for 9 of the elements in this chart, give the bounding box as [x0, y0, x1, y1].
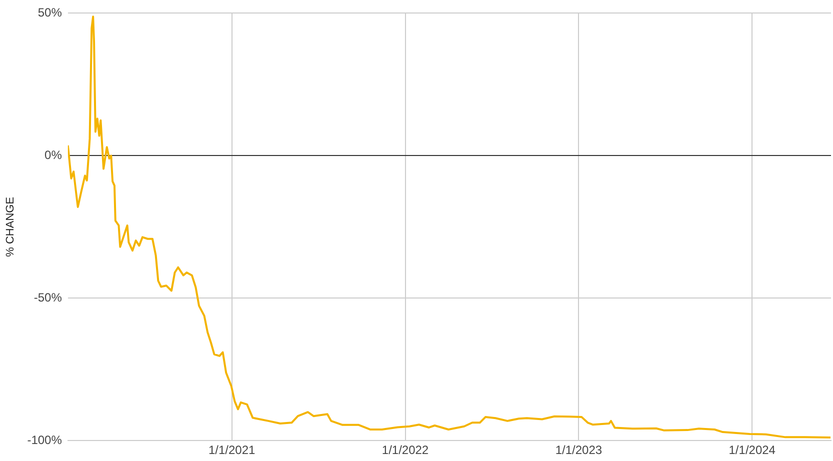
y-axis-title: % CHANGE: [4, 196, 17, 257]
y-tick-label: -100%: [27, 432, 62, 447]
y-tick-label: -50%: [34, 290, 62, 304]
y-tick-label: 50%: [38, 6, 62, 20]
y-tick-label: 0%: [44, 148, 62, 162]
x-tick-label: 1/1/2022: [382, 443, 429, 458]
x-tick-label: 1/1/2023: [555, 443, 602, 458]
x-tick-label: 1/1/2021: [208, 443, 256, 458]
x-tick-label: 1/1/2024: [728, 443, 776, 458]
